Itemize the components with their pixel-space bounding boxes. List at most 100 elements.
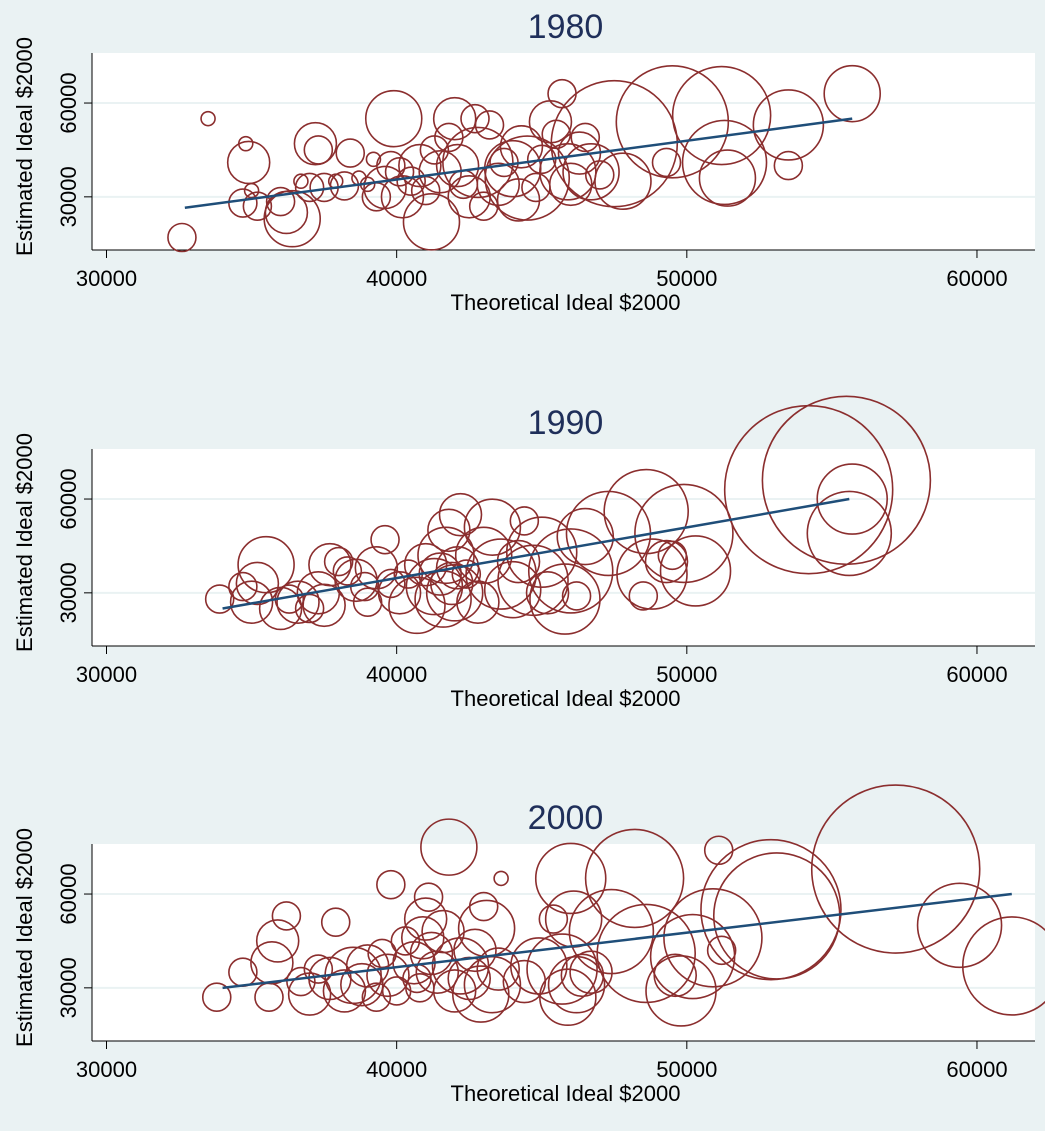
- data-point-bubble: [354, 546, 399, 590]
- chart-panel-2000: 30000 40000 50000 60000 30000 60000 2000 Theore…: [12, 784, 1045, 1106]
- x-tick-label: 40000: [366, 1057, 427, 1082]
- data-point-bubble: [752, 89, 825, 161]
- data-point-bubble: [706, 935, 737, 966]
- data-point-bubble: [560, 953, 605, 998]
- data-point-bubble: [229, 580, 274, 625]
- data-point-bubble: [413, 882, 444, 912]
- data-point-bubble: [663, 888, 763, 988]
- x-tick-label: 60000: [946, 662, 1007, 687]
- data-point-bubble: [303, 135, 334, 165]
- data-point-bubble: [568, 888, 655, 975]
- data-point-bubble: [388, 576, 446, 635]
- data-point-bubble: [550, 79, 679, 208]
- data-point-bubble: [380, 175, 425, 219]
- data-point-bubble: [659, 535, 732, 607]
- data-point-bubble: [451, 559, 482, 589]
- data-point-bubble: [493, 870, 509, 887]
- data-point-bubble: [263, 189, 322, 248]
- data-point-bubble: [271, 901, 302, 931]
- data-point-bubble: [483, 560, 542, 619]
- y-tick-label: 60000: [56, 863, 81, 924]
- data-point-bubble: [570, 122, 601, 153]
- data-point-bubble: [628, 581, 659, 611]
- data-point-bubble: [594, 152, 652, 211]
- data-point-bubble: [823, 64, 882, 123]
- data-point-bubble: [442, 126, 514, 199]
- data-point-bubble: [352, 587, 383, 618]
- data-point-bubble: [204, 584, 235, 614]
- data-point-bubble: [496, 178, 541, 222]
- data-point-bubble: [361, 982, 392, 1013]
- data-point-bubble: [432, 96, 477, 141]
- data-point-bubble: [167, 222, 197, 253]
- data-point-bubble: [438, 492, 483, 537]
- data-point-bubble: [250, 941, 294, 985]
- data-point-bubble: [376, 869, 406, 900]
- data-point-bubble: [425, 564, 484, 622]
- data-point-bubble: [454, 526, 513, 585]
- data-point-bubble: [294, 172, 325, 203]
- data-point-bubble: [409, 931, 454, 976]
- data-point-bubble: [293, 173, 309, 190]
- data-point-bubble: [403, 542, 448, 587]
- data-point-bubble: [242, 191, 273, 222]
- y-axis-label: Estimated Ideal $2000: [12, 37, 37, 256]
- data-point-bubble: [405, 557, 464, 616]
- data-point-bubble: [323, 546, 354, 577]
- x-axis-label: Theoretical Ideal $2000: [451, 1081, 681, 1106]
- data-point-bubble: [365, 151, 382, 168]
- chart-title: 2000: [528, 799, 604, 837]
- y-tick-label: 60000: [56, 468, 81, 529]
- data-point-bubble: [584, 828, 685, 929]
- data-point-bubble: [538, 904, 569, 934]
- data-point-bubble: [226, 140, 271, 185]
- data-point-bubble: [332, 556, 363, 586]
- data-point-bubble: [201, 982, 232, 1013]
- data-point-bubble: [505, 516, 578, 588]
- data-point-bubble: [509, 506, 540, 536]
- data-point-bubble: [525, 571, 570, 615]
- data-point-bubble: [534, 842, 607, 915]
- data-point-bubble: [308, 542, 352, 587]
- data-point-bubble: [367, 938, 397, 969]
- x-tick-label: 40000: [366, 662, 427, 687]
- y-tick-label: 30000: [56, 957, 81, 1018]
- data-point-bubble: [453, 928, 497, 973]
- x-tick-label: 50000: [656, 266, 717, 291]
- data-point-bubble: [484, 135, 571, 221]
- data-point-bubble: [526, 933, 598, 1005]
- data-point-bubble: [497, 544, 569, 617]
- data-point-bubble: [398, 143, 442, 188]
- data-point-bubble: [322, 969, 367, 1013]
- data-point-bubble: [584, 160, 615, 190]
- data-point-bubble: [276, 580, 320, 625]
- data-point-bubble: [657, 540, 688, 571]
- data-point-bubble: [510, 937, 568, 995]
- x-axis-label: Theoretical Ideal $2000: [451, 686, 681, 711]
- x-tick-label: 30000: [76, 266, 137, 291]
- fit-line: [184, 117, 853, 210]
- data-point-bubble: [396, 166, 426, 197]
- data-point-bubble: [329, 171, 360, 201]
- x-tick-label: 50000: [656, 662, 717, 687]
- data-point-bubble: [644, 539, 689, 584]
- data-point-bubble: [671, 65, 772, 166]
- data-point-bubble: [364, 89, 423, 148]
- data-point-bubble: [773, 150, 804, 181]
- chart-title: 1990: [528, 404, 604, 442]
- data-point-bubble: [634, 483, 734, 584]
- data-point-bubble: [456, 580, 500, 625]
- data-point-bubble: [432, 969, 477, 1013]
- data-point-bubble: [402, 193, 461, 251]
- data-point-bubble: [596, 903, 696, 1004]
- data-point-bubble: [615, 64, 730, 179]
- data-point-bubble: [806, 490, 893, 577]
- data-point-bubble: [366, 953, 410, 998]
- data-point-bubble: [474, 110, 505, 140]
- data-point-bubble: [235, 561, 280, 606]
- data-point-bubble: [916, 882, 1003, 969]
- data-point-bubble: [460, 103, 490, 134]
- fit-line: [222, 497, 850, 610]
- data-point-bubble: [320, 907, 351, 937]
- data-point-bubble: [286, 966, 316, 997]
